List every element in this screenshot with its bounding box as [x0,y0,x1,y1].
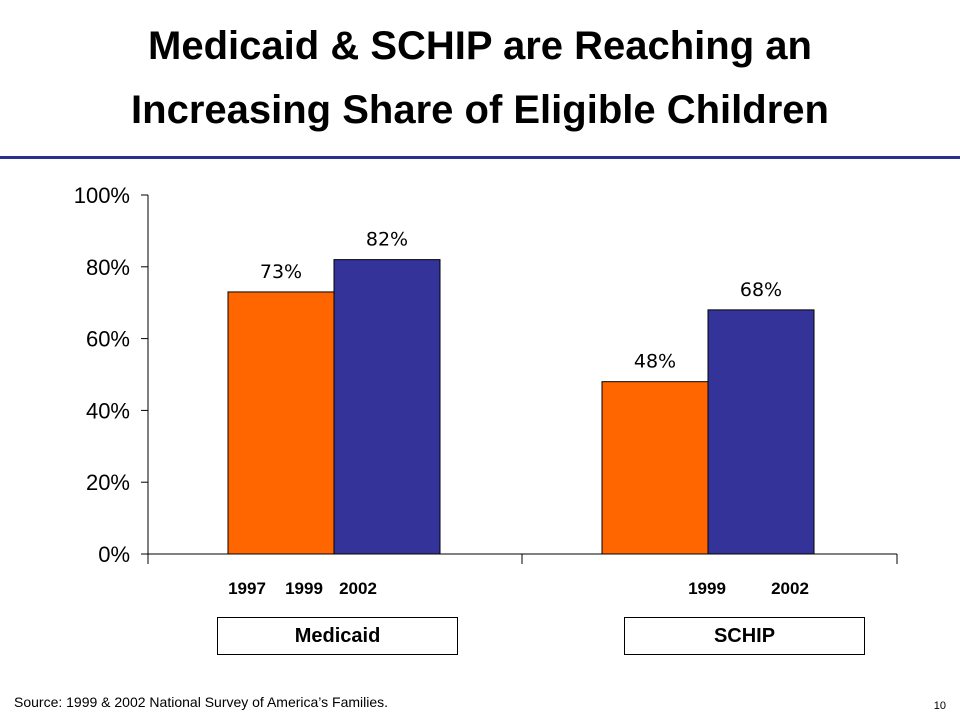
x-year-label: 1999 [688,579,726,598]
title-line-1: Medicaid & SCHIP are Reaching an [148,24,812,68]
data-label: 68% [740,279,782,301]
y-tick-label: 40% [86,398,130,423]
bar-medicaid-1999 [333,259,441,555]
bar-schip-1999 [601,381,709,555]
y-tick-label: 0% [98,542,130,567]
group-label-text: Medicaid [294,625,381,647]
x-year-label: 1997 [228,579,266,598]
slide-title: Medicaid & SCHIP are Reaching an Increas… [0,14,960,142]
bar-medicaid-1997 [227,291,335,555]
y-tick-label: 100% [74,183,130,208]
title-line-2: Increasing Share of Eligible Children [131,88,829,132]
data-label: 48% [634,351,676,373]
source-note: Source: 1999 & 2002 National Survey of A… [14,694,389,710]
group-label-schip: SCHIP [624,617,865,655]
title-divider [0,156,960,159]
y-tick-label: 80% [86,255,130,280]
x-year-label: 2002 [339,579,377,598]
data-label: 73% [260,261,302,283]
bar-schip-2002 [707,309,815,555]
y-tick-label: 20% [86,470,130,495]
x-year-label: 2002 [771,579,809,598]
page-number: 10 [933,700,946,712]
group-label-medicaid: Medicaid [217,617,458,655]
data-label: 82% [366,229,408,251]
x-year-label: 1999 [285,579,323,598]
group-label-text: SCHIP [713,625,776,647]
y-tick-label: 60% [86,327,130,352]
